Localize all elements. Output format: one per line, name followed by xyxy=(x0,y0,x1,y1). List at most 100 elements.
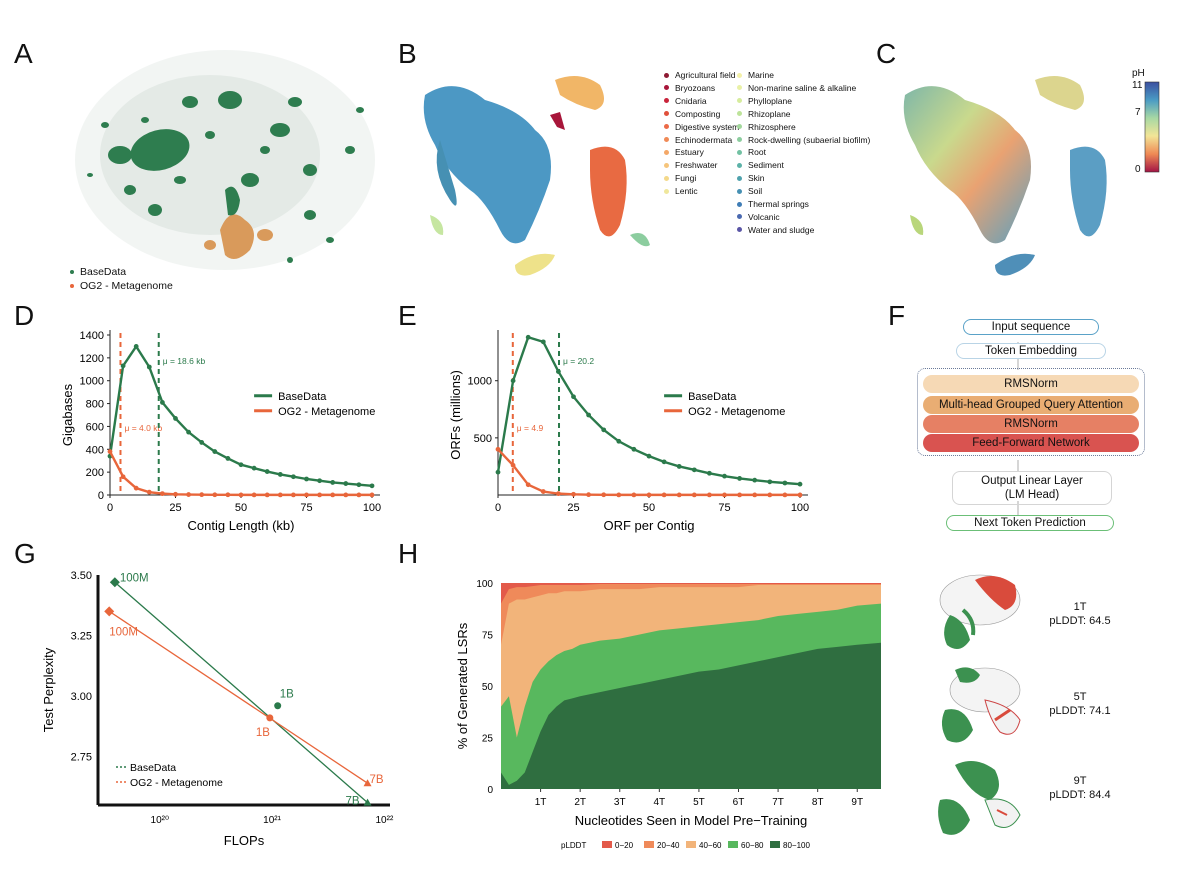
data-point xyxy=(601,427,607,433)
data-point xyxy=(369,492,375,498)
biome-legend-item: Freshwater xyxy=(664,160,718,170)
data-point xyxy=(330,480,336,485)
panel-a-legend-og2-label: OG2 - Metagenome xyxy=(80,280,173,292)
biome-color-marker xyxy=(737,188,742,194)
data-point xyxy=(571,394,576,400)
legend-swatch xyxy=(644,841,654,848)
data-point xyxy=(212,449,218,454)
data-point xyxy=(225,492,231,498)
protein-structure-9t xyxy=(938,761,1021,835)
point-label: 7B xyxy=(346,796,360,808)
data-point xyxy=(631,492,637,498)
biome-legend-item: Non-marine saline & alkaline xyxy=(737,83,856,93)
y-axis-title: % of Generated LSRs xyxy=(455,622,470,749)
x-tick-label: 0 xyxy=(495,502,501,514)
biome-legend-item: Lentic xyxy=(664,186,698,196)
data-point xyxy=(495,469,501,475)
y-tick-label: 1400 xyxy=(80,330,104,342)
protein-9t-plddt: pLDDT: 84.4 xyxy=(1049,789,1111,801)
x-tick-label: 0 xyxy=(107,502,113,514)
biome-label: Lentic xyxy=(675,186,698,197)
biome-color-marker xyxy=(737,72,742,78)
legend-label: BaseData xyxy=(688,391,737,403)
biome-color-marker xyxy=(737,111,742,117)
data-point xyxy=(251,465,257,471)
ph-tick-7: 7 xyxy=(1135,107,1141,118)
biome-color-marker xyxy=(664,85,669,91)
y-axis-title: ORFs (millions) xyxy=(448,370,463,460)
biome-legend-item: Composting xyxy=(664,109,720,119)
output-layer-line-1: Output Linear Layer xyxy=(981,475,1083,487)
x-axis-title: Contig Length (kb) xyxy=(188,518,295,533)
og2-legend-marker xyxy=(70,284,74,288)
point-label: 7B xyxy=(370,774,384,786)
panel-h-plddt-area-chart: 0 25 50 75 100 1T 2T 3T 4T 5T 6T 7T 8T 9T Nucleotides … xyxy=(455,579,881,850)
biome-label: Phylloplane xyxy=(748,95,792,106)
ph-tick-0: 0 xyxy=(1135,164,1141,175)
y-tick-label: 0 xyxy=(98,490,104,502)
biome-label: Skin xyxy=(748,173,765,184)
trend-line xyxy=(108,610,368,784)
protein-1t-tokens: 1T xyxy=(1073,601,1087,613)
data-point xyxy=(199,440,205,445)
data-point xyxy=(722,492,727,498)
x-tick-label: 100 xyxy=(363,502,381,514)
data-point xyxy=(525,482,531,488)
x-tick-label: 2T xyxy=(574,797,586,808)
protein-9t-caption: 9T pLDDT: 84.4 xyxy=(1040,774,1120,802)
x-tick-label: 4T xyxy=(653,797,665,808)
data-point xyxy=(109,577,120,588)
data-point xyxy=(646,453,652,459)
x-tick-label: 10²² xyxy=(375,815,393,826)
biome-legend-item: Thermal springs xyxy=(737,199,809,209)
data-point xyxy=(133,344,139,349)
y-tick-label: 75 xyxy=(482,631,494,642)
panel-a-legend-og2: OG2 - Metagenome xyxy=(70,280,173,292)
biome-legend-item: Phylloplane xyxy=(737,96,792,106)
output-layer-line-2: (LM Head) xyxy=(1004,489,1060,501)
data-point xyxy=(277,492,283,498)
data-point xyxy=(737,492,742,498)
x-tick-label: 10²⁰ xyxy=(151,815,169,826)
biome-legend-item: Skin xyxy=(737,173,765,183)
legend-swatch xyxy=(686,841,696,848)
biome-label: Composting xyxy=(675,108,721,119)
biome-label: Rhizosphere xyxy=(748,121,796,132)
data-point xyxy=(586,412,591,418)
data-point xyxy=(363,798,372,806)
panel-letter-f: F xyxy=(888,300,906,331)
legend-label: 40−60 xyxy=(699,841,722,850)
y-tick-label: 3.50 xyxy=(71,570,92,582)
x-tick-label: 3T xyxy=(614,797,626,808)
data-point xyxy=(212,492,218,498)
biome-label: Digestive system xyxy=(675,121,740,132)
data-point xyxy=(495,446,501,452)
data-point xyxy=(616,438,622,444)
biome-color-marker xyxy=(664,162,669,168)
data-point xyxy=(238,462,244,468)
trend-line xyxy=(114,581,368,804)
data-point xyxy=(752,477,758,483)
point-label: 1B xyxy=(256,727,270,739)
x-axis-title: ORF per Contig xyxy=(603,518,694,533)
data-point xyxy=(540,339,546,345)
data-point xyxy=(356,482,362,488)
protein-5t-caption: 5T pLDDT: 74.1 xyxy=(1040,690,1120,718)
panel-letter-a: A xyxy=(14,38,33,69)
data-point xyxy=(251,492,257,498)
biome-label: Echinodermata xyxy=(675,134,733,145)
biome-label: Fungi xyxy=(675,173,697,184)
y-tick-label: 2.75 xyxy=(71,752,92,764)
data-point xyxy=(510,462,516,468)
y-tick-label: 200 xyxy=(86,467,104,479)
token-embedding-box: Token Embedding xyxy=(956,343,1106,359)
biome-legend-item: Digestive system xyxy=(664,122,739,132)
protein-5t-plddt: pLDDT: 74.1 xyxy=(1049,705,1111,717)
y-axis-title: Test Perplexity xyxy=(41,647,56,732)
series-line xyxy=(108,451,372,497)
protein-5t-tokens: 5T xyxy=(1073,691,1087,703)
x-tick-label: 25 xyxy=(567,502,579,514)
data-point xyxy=(277,472,283,477)
data-point xyxy=(199,492,205,498)
legend-label: 60−80 xyxy=(741,841,764,850)
